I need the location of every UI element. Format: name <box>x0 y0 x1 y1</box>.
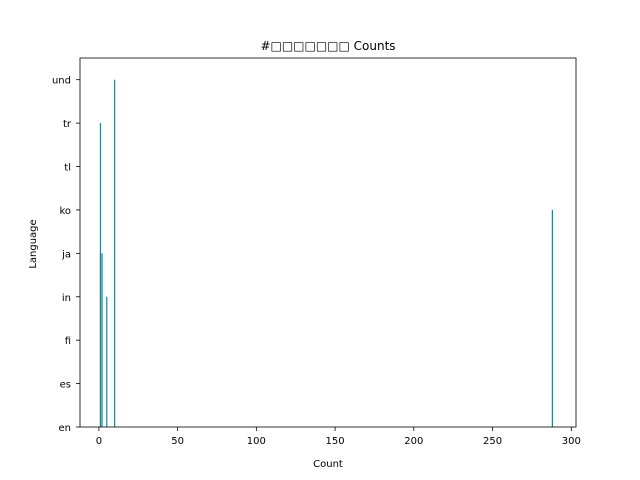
bar-2 <box>106 296 108 427</box>
y-tick-label-ja: ja <box>61 249 71 260</box>
y-tick-label-und: und <box>52 76 71 87</box>
y-tick-label-en: en <box>59 423 72 434</box>
y-tick-label-fi: fi <box>65 336 71 347</box>
x-tick-label-0: 0 <box>96 436 102 447</box>
y-axis-ticks: en es fi in ja ko tl tr und <box>52 76 80 434</box>
bar-4 <box>114 79 116 428</box>
bar-5 <box>551 209 553 427</box>
x-axis-label: Count <box>313 459 343 470</box>
y-tick-label-in: in <box>62 293 71 304</box>
plot-frame <box>79 57 577 428</box>
y-tick-label-es: es <box>60 380 71 391</box>
bars-group <box>99 79 553 428</box>
x-tick-label-300: 300 <box>562 436 581 447</box>
x-tick-label-250: 250 <box>483 436 502 447</box>
bar-1 <box>101 253 103 427</box>
x-axis-ticks: 0 50 100 150 200 250 300 <box>96 427 581 447</box>
y-axis-label: Language <box>28 219 39 268</box>
y-tick-label-tl: tl <box>64 163 71 174</box>
x-tick-label-200: 200 <box>404 436 423 447</box>
bar-3 <box>99 123 102 428</box>
x-tick-label-100: 100 <box>247 436 266 447</box>
chart-title: #□□□□□□□ Counts <box>260 39 395 53</box>
x-tick-label-50: 50 <box>171 436 184 447</box>
x-tick-label-150: 150 <box>326 436 345 447</box>
y-tick-label-ko: ko <box>59 206 71 217</box>
y-tick-label-tr: tr <box>63 119 72 130</box>
